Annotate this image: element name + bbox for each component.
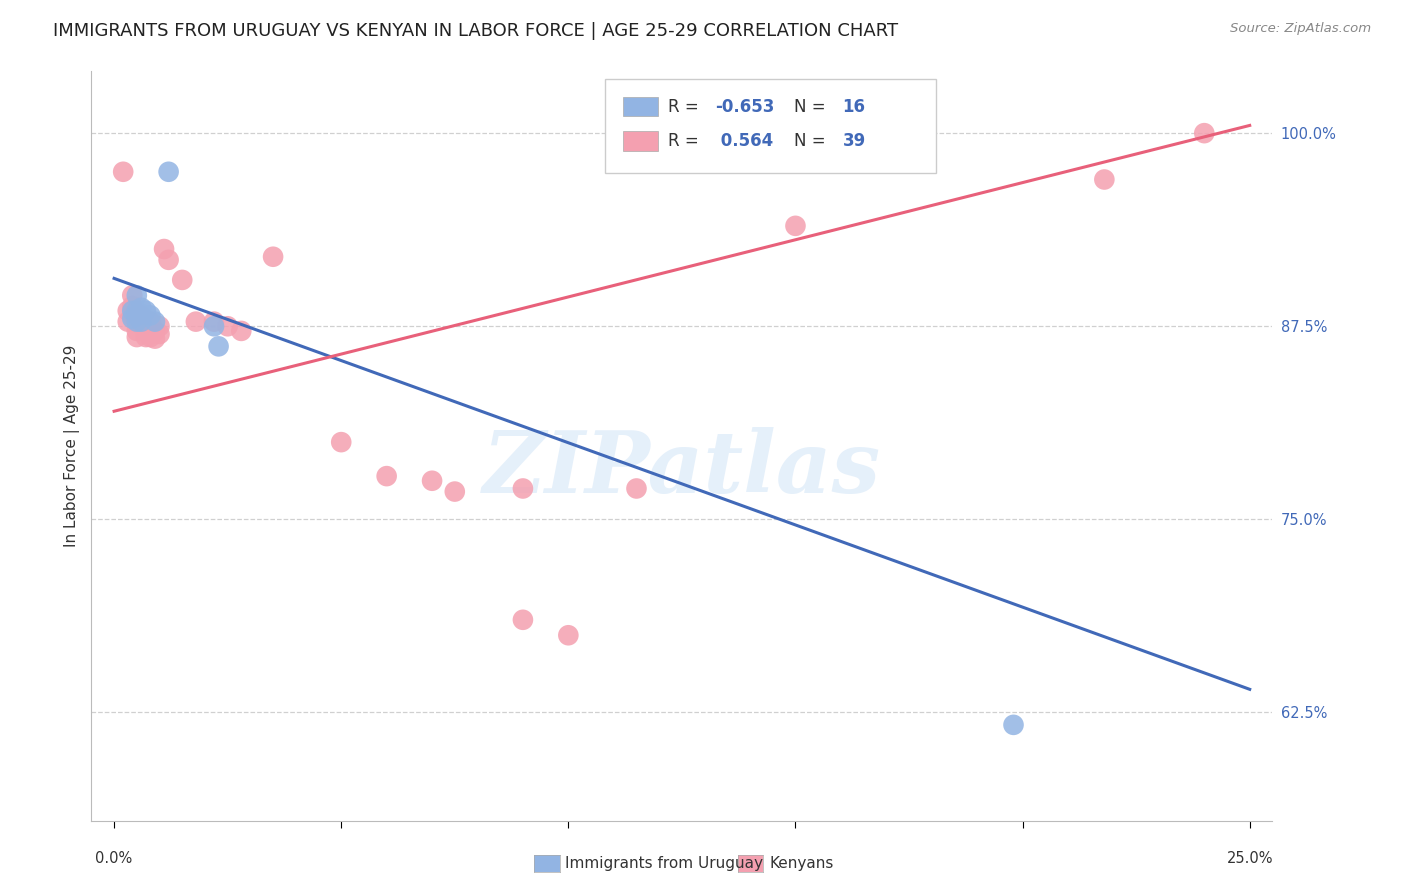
- Point: [135, 322, 157, 336]
- Point: [112, 165, 135, 179]
- Text: -0.653: -0.653: [716, 97, 775, 116]
- Text: Immigrants from Uruguay: Immigrants from Uruguay: [565, 856, 763, 871]
- Point: [157, 165, 180, 179]
- Text: 16: 16: [842, 97, 866, 116]
- Point: [375, 469, 398, 483]
- Point: [121, 299, 143, 313]
- Point: [139, 322, 162, 336]
- Text: R =: R =: [668, 132, 704, 150]
- Text: IMMIGRANTS FROM URUGUAY VS KENYAN IN LABOR FORCE | AGE 25-29 CORRELATION CHART: IMMIGRANTS FROM URUGUAY VS KENYAN IN LAB…: [53, 22, 898, 40]
- Point: [148, 319, 170, 334]
- Text: R =: R =: [668, 97, 704, 116]
- Point: [153, 242, 176, 256]
- FancyBboxPatch shape: [623, 97, 658, 116]
- FancyBboxPatch shape: [623, 131, 658, 151]
- Point: [125, 303, 148, 318]
- Point: [135, 303, 157, 318]
- Point: [125, 315, 148, 329]
- Text: 0.0%: 0.0%: [96, 851, 132, 866]
- Point: [148, 326, 170, 341]
- Point: [121, 288, 143, 302]
- Point: [143, 324, 166, 338]
- Point: [626, 482, 648, 496]
- Point: [131, 315, 153, 329]
- Point: [117, 315, 139, 329]
- Point: [557, 628, 579, 642]
- Point: [207, 339, 229, 353]
- Y-axis label: In Labor Force | Age 25-29: In Labor Force | Age 25-29: [65, 345, 80, 547]
- Point: [125, 324, 148, 338]
- Text: N =: N =: [794, 132, 831, 150]
- Point: [512, 613, 534, 627]
- Point: [231, 324, 253, 338]
- Point: [121, 303, 143, 318]
- Point: [512, 482, 534, 496]
- Point: [131, 307, 153, 321]
- Point: [1092, 172, 1115, 186]
- Point: [131, 309, 153, 323]
- Point: [443, 484, 465, 499]
- Point: [1002, 718, 1025, 732]
- FancyBboxPatch shape: [605, 78, 936, 172]
- Point: [184, 315, 207, 329]
- Point: [202, 315, 225, 329]
- Point: [131, 301, 153, 315]
- Point: [125, 330, 148, 344]
- Text: Source: ZipAtlas.com: Source: ZipAtlas.com: [1230, 22, 1371, 36]
- Point: [139, 315, 162, 329]
- Text: 25.0%: 25.0%: [1226, 851, 1272, 866]
- Point: [202, 319, 225, 334]
- Point: [121, 311, 143, 326]
- Point: [135, 330, 157, 344]
- Point: [125, 315, 148, 329]
- Point: [785, 219, 807, 233]
- Point: [143, 315, 166, 329]
- Point: [117, 303, 139, 318]
- Point: [217, 319, 239, 334]
- Point: [121, 309, 143, 323]
- Text: N =: N =: [794, 97, 831, 116]
- Point: [420, 474, 443, 488]
- Point: [143, 332, 166, 346]
- Point: [125, 309, 148, 323]
- Point: [139, 309, 162, 323]
- Point: [330, 435, 353, 450]
- Point: [139, 330, 162, 344]
- Point: [131, 318, 153, 332]
- Point: [172, 273, 194, 287]
- Point: [125, 288, 148, 302]
- Text: 39: 39: [842, 132, 866, 150]
- Text: 0.564: 0.564: [716, 132, 773, 150]
- Point: [262, 250, 284, 264]
- Point: [157, 252, 180, 267]
- Text: ZIPatlas: ZIPatlas: [482, 426, 882, 510]
- Point: [1194, 126, 1216, 140]
- Text: Kenyans: Kenyans: [769, 856, 834, 871]
